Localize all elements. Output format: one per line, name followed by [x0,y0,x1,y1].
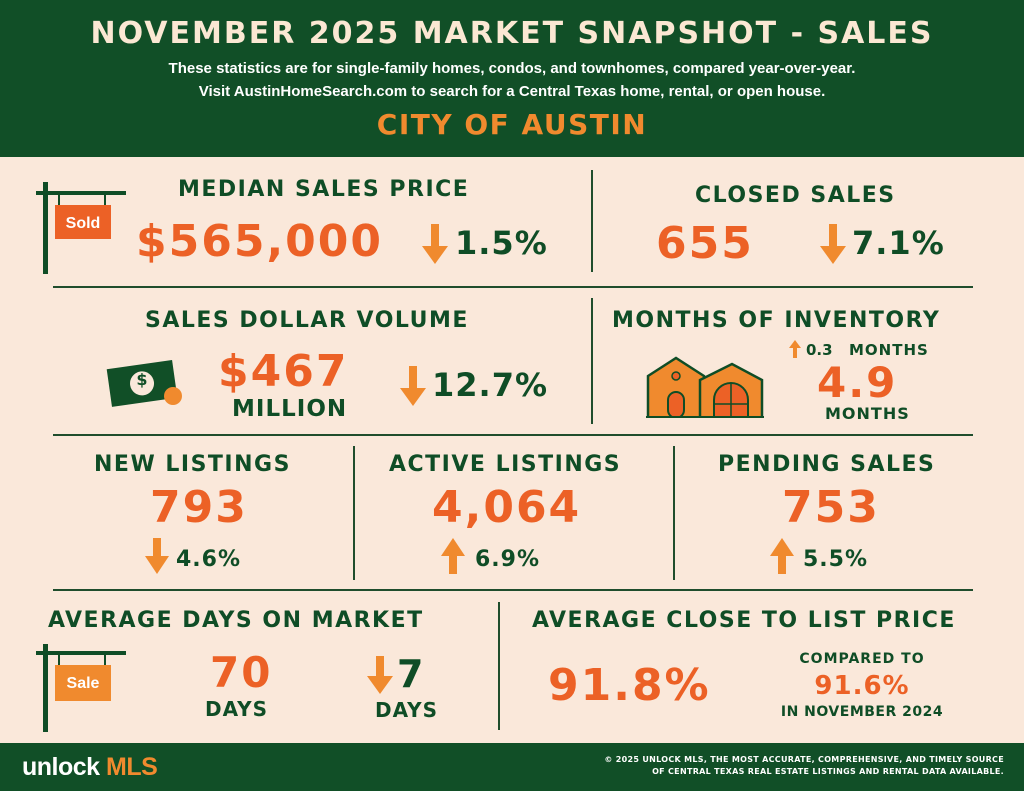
header-banner: NOVEMBER 2025 MARKET SNAPSHOT - SALES Th… [0,0,1024,157]
arrow-down-icon [422,224,448,264]
sales-dollar-volume-change: 12.7% [432,366,549,404]
footer-bar: unlock MLS © 2025 UNLOCK MLS, THE MOST A… [0,743,1024,791]
sales-dollar-volume-unit: MILLION [232,396,348,422]
house-icon [646,356,764,418]
average-close-to-list-value: 91.8% [548,660,711,711]
pending-sales-value: 753 [782,482,880,533]
new-listings-value: 793 [150,482,248,533]
sales-dollar-volume-label: SALES DOLLAR VOLUME [145,308,469,333]
average-days-on-market-unit: DAYS [205,697,269,721]
page-title: NOVEMBER 2025 MARKET SNAPSHOT - SALES [90,16,934,51]
average-close-to-list-label: AVERAGE CLOSE TO LIST PRICE [532,608,956,633]
months-of-inventory-label: MONTHS OF INVENTORY [612,308,941,333]
bill-dollar-sign: $ [136,370,148,389]
logo-text-mls: MLS [106,753,158,781]
closed-sales-value: 655 [656,218,754,269]
unlock-mls-logo[interactable]: unlock MLS [22,753,158,782]
pending-sales-change: 5.5% [803,547,869,572]
sold-sign-icon [36,182,126,274]
copyright-notice: © 2025 UNLOCK MLS, THE MOST ACCURATE, CO… [604,754,1004,778]
months-of-inventory-unit: MONTHS [825,404,910,423]
arrow-up-icon [770,538,794,574]
copyright-line-1: © 2025 UNLOCK MLS, THE MOST ACCURATE, CO… [604,755,1004,764]
median-sales-price-label: MEDIAN SALES PRICE [178,177,470,202]
compared-value: 91.6% [814,671,910,701]
divider [591,170,593,272]
closed-sales-change: 7.1% [852,224,945,262]
sales-dollar-volume-value: $467 [218,346,349,397]
sold-sign-text: Sold [65,215,101,232]
months-of-inventory-change-unit: MONTHS [849,341,929,359]
average-days-on-market-label: AVERAGE DAYS ON MARKET [48,608,424,633]
average-days-on-market-value: 70 [210,648,273,697]
divider [591,298,593,424]
subtitle-line-2: Visit AustinHomeSearch.com to search for… [198,83,826,100]
compared-period: IN NOVEMBER 2024 [780,704,944,720]
active-listings-value: 4,064 [432,482,582,533]
city-title: CITY OF AUSTIN [376,108,648,141]
months-of-inventory-change: 0.3 [806,341,833,359]
average-days-on-market-change-unit: DAYS [375,698,439,722]
arrow-down-icon [400,366,426,406]
arrow-down-icon [820,224,846,264]
new-listings-change: 4.6% [176,547,242,572]
new-listings-label: NEW LISTINGS [94,452,291,477]
compared-to-label: COMPARED TO [799,651,925,667]
divider [53,434,973,436]
copyright-line-2: OF CENTRAL TEXAS REAL ESTATE LISTINGS AN… [652,767,1004,776]
average-days-on-market-change: 7 [397,652,425,696]
divider [53,286,973,288]
arrow-down-icon [145,538,169,574]
subtitle-line-1: These statistics are for single-family h… [168,60,856,77]
arrow-up-icon [789,340,801,358]
pending-sales-label: PENDING SALES [718,452,936,477]
divider [673,446,675,580]
closed-sales-label: CLOSED SALES [695,183,896,208]
sale-sign-text: Sale [66,675,100,692]
divider [353,446,355,580]
divider [498,602,500,730]
logo-text-unlock: unlock [22,753,100,781]
active-listings-change: 6.9% [475,547,541,572]
months-of-inventory-value: 4.9 [817,358,898,407]
arrow-up-icon [441,538,465,574]
money-bill-icon [106,360,182,407]
median-sales-price-change: 1.5% [455,224,548,262]
divider [53,589,973,591]
arrow-down-icon [367,656,393,694]
median-sales-price-value: $565,000 [136,216,384,267]
sale-sign-icon [36,644,126,732]
active-listings-label: ACTIVE LISTINGS [389,452,622,477]
